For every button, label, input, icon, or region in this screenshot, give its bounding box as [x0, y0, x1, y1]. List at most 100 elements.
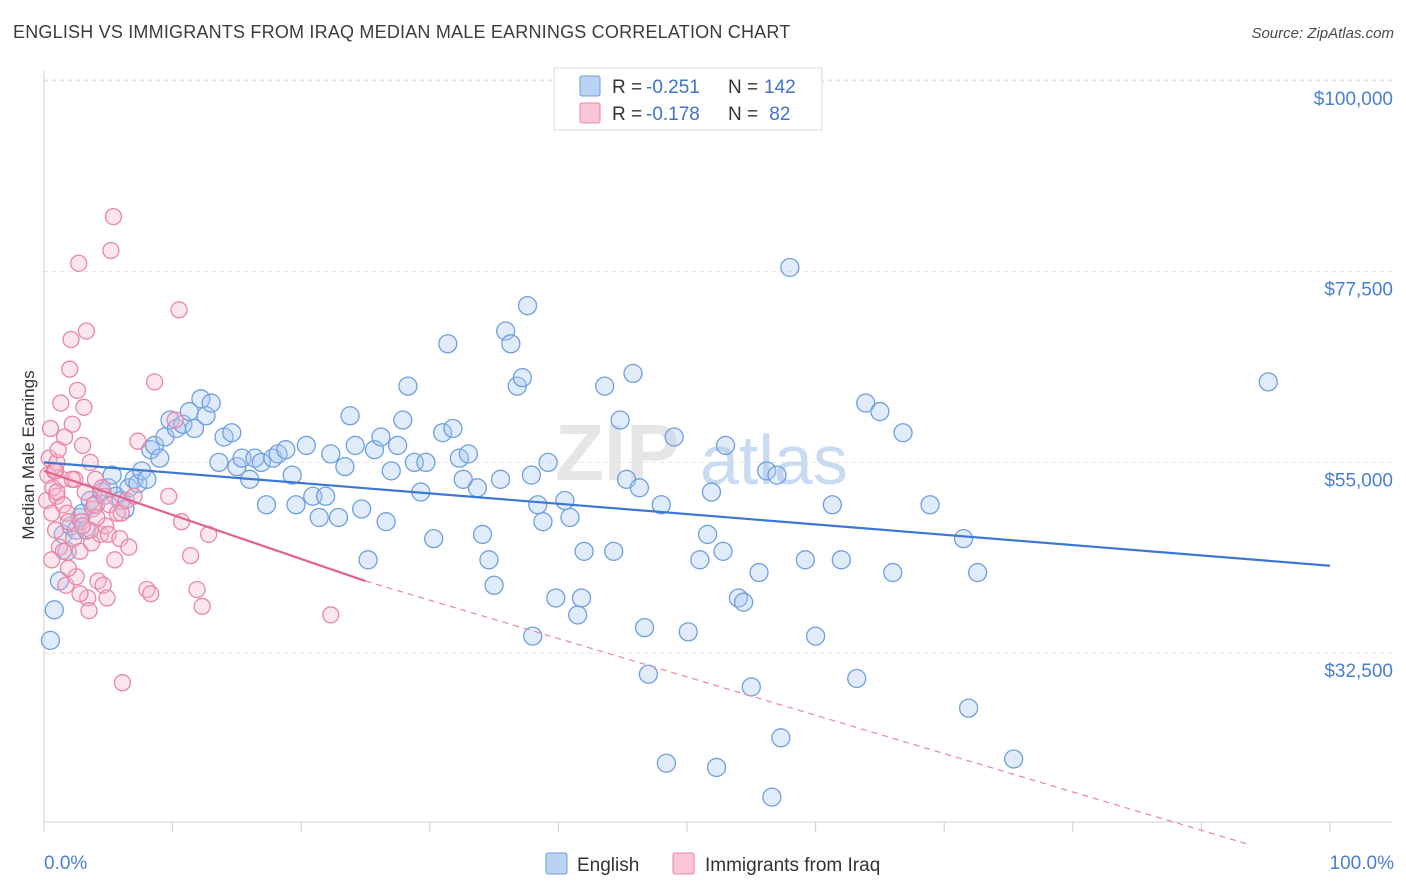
bottom-legend-label-iraq: Immigrants from Iraq: [705, 855, 880, 876]
iraq-point: [68, 381, 87, 400]
english-point: [560, 507, 580, 528]
english-point: [484, 575, 504, 595]
english-point: [438, 334, 458, 354]
iraq-point: [102, 241, 120, 260]
y-tick-labels: $32,500 $55,000 $77,500 $100,000: [1314, 89, 1393, 682]
iraq-point: [145, 373, 164, 391]
english-point: [780, 257, 800, 278]
english-point: [571, 588, 592, 608]
english-point: [920, 495, 940, 515]
english-point: [282, 465, 302, 485]
bottom-legend: English Immigrants from Iraq: [545, 852, 880, 876]
english-point: [387, 435, 408, 456]
english-point: [1258, 372, 1278, 392]
legend-swatch-english: [579, 75, 601, 97]
iraq-point: [142, 585, 160, 603]
english-point: [345, 435, 365, 456]
english-point: [533, 512, 553, 532]
iraq-point: [80, 602, 98, 620]
english-point: [762, 787, 782, 807]
legend-n-value-english: 142: [764, 77, 796, 98]
english-trend-line: [43, 461, 1331, 567]
english-point: [713, 541, 733, 562]
english-point: [555, 490, 575, 511]
iraq-point: [88, 508, 106, 527]
english-point: [321, 444, 341, 464]
english-point: [472, 524, 493, 545]
legend-r-label-iraq: R =: [612, 104, 642, 125]
iraq-point: [71, 585, 89, 603]
english-point: [44, 600, 64, 620]
english-point: [706, 757, 727, 778]
english-point: [196, 406, 216, 426]
trend-lines: [43, 461, 1331, 845]
legend-n-value-iraq: 82: [764, 104, 790, 125]
english-point: [701, 482, 722, 502]
english-point: [953, 529, 974, 549]
english-point: [416, 452, 436, 473]
english-point: [847, 668, 867, 689]
english-point: [568, 605, 588, 625]
legend-n-label-english: N =: [728, 77, 758, 98]
english-point: [623, 363, 643, 384]
english-point: [309, 507, 329, 528]
english-point: [678, 622, 698, 642]
legend-swatch-iraq: [579, 102, 601, 124]
english-point: [664, 427, 684, 447]
iraq-point: [55, 428, 74, 446]
english-point: [40, 630, 61, 650]
english-point: [433, 423, 453, 443]
iraq-point: [81, 453, 99, 472]
english-point: [381, 461, 401, 481]
english-point: [604, 541, 624, 562]
english-point: [201, 393, 221, 413]
english-point: [733, 592, 754, 612]
english-point: [150, 448, 170, 468]
english-point: [222, 423, 242, 443]
english-point: [286, 495, 306, 515]
bottom-legend-swatch-iraq: [672, 852, 695, 875]
english-point: [574, 541, 594, 562]
watermark: ZIP atlas: [555, 408, 848, 499]
english-point: [453, 469, 473, 489]
iraq-point: [48, 483, 66, 501]
english-point: [376, 512, 396, 532]
english-point: [883, 562, 903, 583]
chart-title: ENGLISH VS IMMIGRANTS FROM IRAQ MEDIAN M…: [13, 22, 790, 42]
iraq-point: [94, 576, 112, 594]
english-point: [276, 440, 296, 460]
legend-r-value-english: -0.251: [646, 77, 700, 98]
english-point: [546, 588, 566, 608]
english-point: [610, 410, 630, 430]
iraq-point: [59, 559, 78, 577]
english-point: [393, 410, 413, 430]
iraq-point: [54, 542, 72, 561]
stats-legend: R = -0.251 N = 142 R = -0.178 N = 82: [553, 67, 823, 131]
iraq-point: [41, 419, 60, 438]
english-point: [967, 562, 988, 583]
english-point: [638, 664, 659, 684]
english-point: [715, 435, 736, 456]
iraq-point: [108, 504, 126, 522]
english-point: [741, 677, 761, 697]
iraq-point: [61, 360, 79, 378]
english-point: [767, 465, 787, 485]
iraq-point: [70, 254, 88, 272]
english-point: [209, 452, 229, 473]
english-point: [490, 469, 511, 489]
iraq-point: [120, 538, 138, 556]
x-tick-marks: [43, 822, 1331, 832]
watermark-zip: ZIP: [555, 408, 679, 497]
english-point: [467, 478, 488, 498]
english-point: [757, 461, 777, 481]
chart-source: Source: ZipAtlas.com: [1251, 25, 1394, 42]
watermark-atlas: atlas: [700, 421, 848, 499]
iraq-point: [129, 432, 147, 450]
english-point: [690, 550, 710, 570]
english-point: [256, 495, 277, 515]
english-point: [251, 452, 271, 473]
english-point: [523, 626, 543, 646]
english-point: [315, 486, 336, 506]
english-point: [651, 495, 671, 515]
